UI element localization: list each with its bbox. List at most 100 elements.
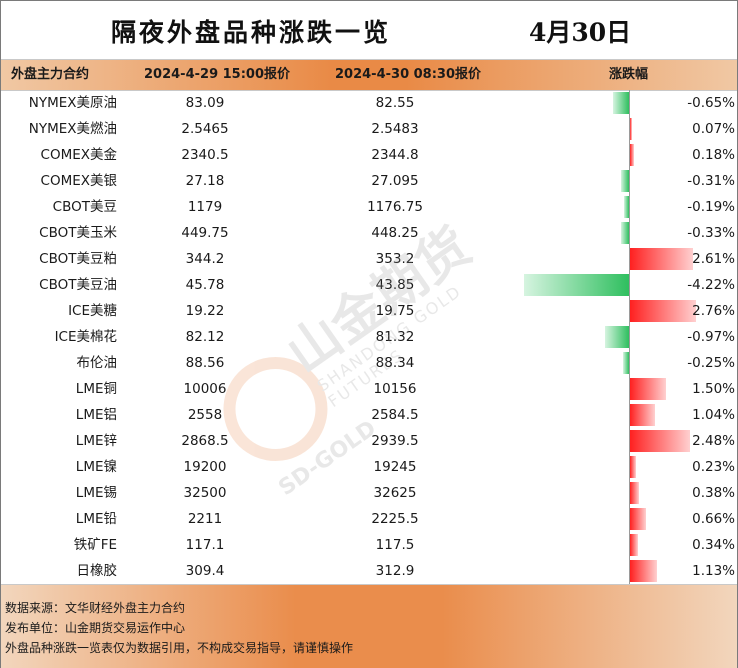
change-percent: -4.22% xyxy=(687,277,735,293)
contract-name: CBOT美玉米 xyxy=(39,225,117,241)
price-1: 10006 xyxy=(183,381,227,397)
change-bar-down xyxy=(523,274,629,296)
table-row: LME锡 32500 32625 0.38% xyxy=(1,480,737,506)
table-row: LME铜 10006 10156 1.50% xyxy=(1,376,737,402)
change-bar-down xyxy=(621,170,629,192)
contract-name: LME锡 xyxy=(75,485,117,501)
report-date: 4月30日 xyxy=(529,18,632,47)
contract-name: ICE美糖 xyxy=(68,303,117,319)
change-bar-up xyxy=(630,118,632,140)
table-row: 布伦油 88.56 88.34 -0.25% xyxy=(1,350,737,376)
footer: 数据来源：文华财经外盘主力合约 发布单位：山金期货交易运作中心 外盘品种涨跌一览… xyxy=(1,584,737,668)
table-row: CBOT美玉米 449.75 448.25 -0.33% xyxy=(1,220,737,246)
price-2: 27.095 xyxy=(371,173,419,189)
price-1: 2340.5 xyxy=(181,147,229,163)
change-percent: 0.18% xyxy=(692,147,735,163)
contract-name: 日橡胶 xyxy=(76,563,118,579)
change-bar-up xyxy=(630,560,658,582)
change-bar-up xyxy=(630,248,693,270)
change-percent: 0.23% xyxy=(692,459,735,475)
contract-name: CBOT美豆 xyxy=(52,199,117,215)
change-bar-up xyxy=(630,482,640,504)
price-2: 2344.8 xyxy=(371,147,419,163)
price-2: 19.75 xyxy=(375,303,415,319)
change-bar-down xyxy=(612,92,629,114)
table-row: NYMEX美燃油 2.5465 2.5483 0.07% xyxy=(1,116,737,142)
footer-publisher: 发布单位：山金期货交易运作中心 xyxy=(5,621,186,635)
contract-name: LME铅 xyxy=(75,511,117,527)
change-percent: 0.34% xyxy=(692,537,735,553)
table-row: COMEX美金 2340.5 2344.8 0.18% xyxy=(1,142,737,168)
header-price-1: 2024-4-29 15:00报价 xyxy=(144,67,291,82)
price-2: 82.55 xyxy=(375,95,415,111)
price-2: 2939.5 xyxy=(371,433,419,449)
contract-name: LME铜 xyxy=(75,381,117,397)
table-row: 铁矿FE 117.1 117.5 0.34% xyxy=(1,532,737,558)
price-2: 88.34 xyxy=(375,355,415,371)
contract-name: LME镍 xyxy=(75,459,117,475)
contract-name: LME铝 xyxy=(75,407,117,423)
contract-name: NYMEX美燃油 xyxy=(28,121,117,137)
change-percent: -0.25% xyxy=(687,355,735,371)
contract-name: 铁矿FE xyxy=(73,537,117,553)
price-1: 344.2 xyxy=(185,251,225,267)
change-bar-up xyxy=(630,430,690,452)
price-2: 10156 xyxy=(373,381,417,397)
contract-name: CBOT美豆油 xyxy=(39,277,117,293)
change-percent: -0.31% xyxy=(687,173,735,189)
change-percent: 0.07% xyxy=(692,121,735,137)
price-2: 19245 xyxy=(373,459,417,475)
price-2: 43.85 xyxy=(375,277,415,293)
price-1: 19200 xyxy=(183,459,227,475)
table-header: 外盘主力合约 2024-4-29 15:00报价 2024-4-30 08:30… xyxy=(1,59,737,91)
change-percent: 2.61% xyxy=(692,251,735,267)
change-bar-down xyxy=(624,196,629,218)
contract-name: COMEX美金 xyxy=(40,147,117,163)
change-bar-up xyxy=(630,456,636,478)
price-1: 32500 xyxy=(183,485,227,501)
change-bar-down xyxy=(620,222,629,244)
contract-name: COMEX美银 xyxy=(40,173,117,189)
contract-name: LME锌 xyxy=(75,433,117,449)
contract-name: ICE美棉花 xyxy=(54,329,117,345)
table-row: COMEX美银 27.18 27.095 -0.31% xyxy=(1,168,737,194)
table-row: LME铅 2211 2225.5 0.66% xyxy=(1,506,737,532)
change-percent: 1.04% xyxy=(692,407,735,423)
price-2: 1176.75 xyxy=(367,199,423,215)
header-contract: 外盘主力合约 xyxy=(11,67,90,82)
price-1: 117.1 xyxy=(185,537,225,553)
price-1: 83.09 xyxy=(185,95,225,111)
change-percent: 1.13% xyxy=(692,563,735,579)
price-2: 81.32 xyxy=(375,329,415,345)
change-bar-up xyxy=(630,144,635,166)
change-percent: 0.38% xyxy=(692,485,735,501)
contract-name: NYMEX美原油 xyxy=(28,95,117,111)
table-row: LME锌 2868.5 2939.5 2.48% xyxy=(1,428,737,454)
price-2: 2584.5 xyxy=(371,407,419,423)
price-1: 309.4 xyxy=(185,563,225,579)
change-bar-up xyxy=(630,404,655,426)
price-2: 2225.5 xyxy=(371,511,419,527)
table-row: 日橡胶 309.4 312.9 1.13% xyxy=(1,558,737,584)
change-bar-up xyxy=(630,300,697,322)
change-bar-up xyxy=(630,534,639,556)
table-row: ICE美棉花 82.12 81.32 -0.97% xyxy=(1,324,737,350)
change-bar-down xyxy=(622,352,629,374)
change-percent: -0.33% xyxy=(687,225,735,241)
change-bar-up xyxy=(630,378,666,400)
table-row: ICE美糖 19.22 19.75 2.76% xyxy=(1,298,737,324)
price-2: 2.5483 xyxy=(371,121,419,137)
price-1: 449.75 xyxy=(181,225,229,241)
price-1: 27.18 xyxy=(185,173,225,189)
change-percent: -0.19% xyxy=(687,199,735,215)
change-percent: 2.48% xyxy=(692,433,735,449)
price-1: 82.12 xyxy=(185,329,225,345)
price-1: 2558 xyxy=(187,407,223,423)
change-percent: 2.76% xyxy=(692,303,735,319)
table-row: CBOT美豆粕 344.2 353.2 2.61% xyxy=(1,246,737,272)
table-row: LME镍 19200 19245 0.23% xyxy=(1,454,737,480)
bar-axis xyxy=(629,90,630,584)
footer-disclaimer: 外盘品种涨跌一览表仅为数据引用，不构成交易指导，请谨慎操作 xyxy=(5,641,354,655)
price-2: 353.2 xyxy=(375,251,415,267)
change-percent: 1.50% xyxy=(692,381,735,397)
